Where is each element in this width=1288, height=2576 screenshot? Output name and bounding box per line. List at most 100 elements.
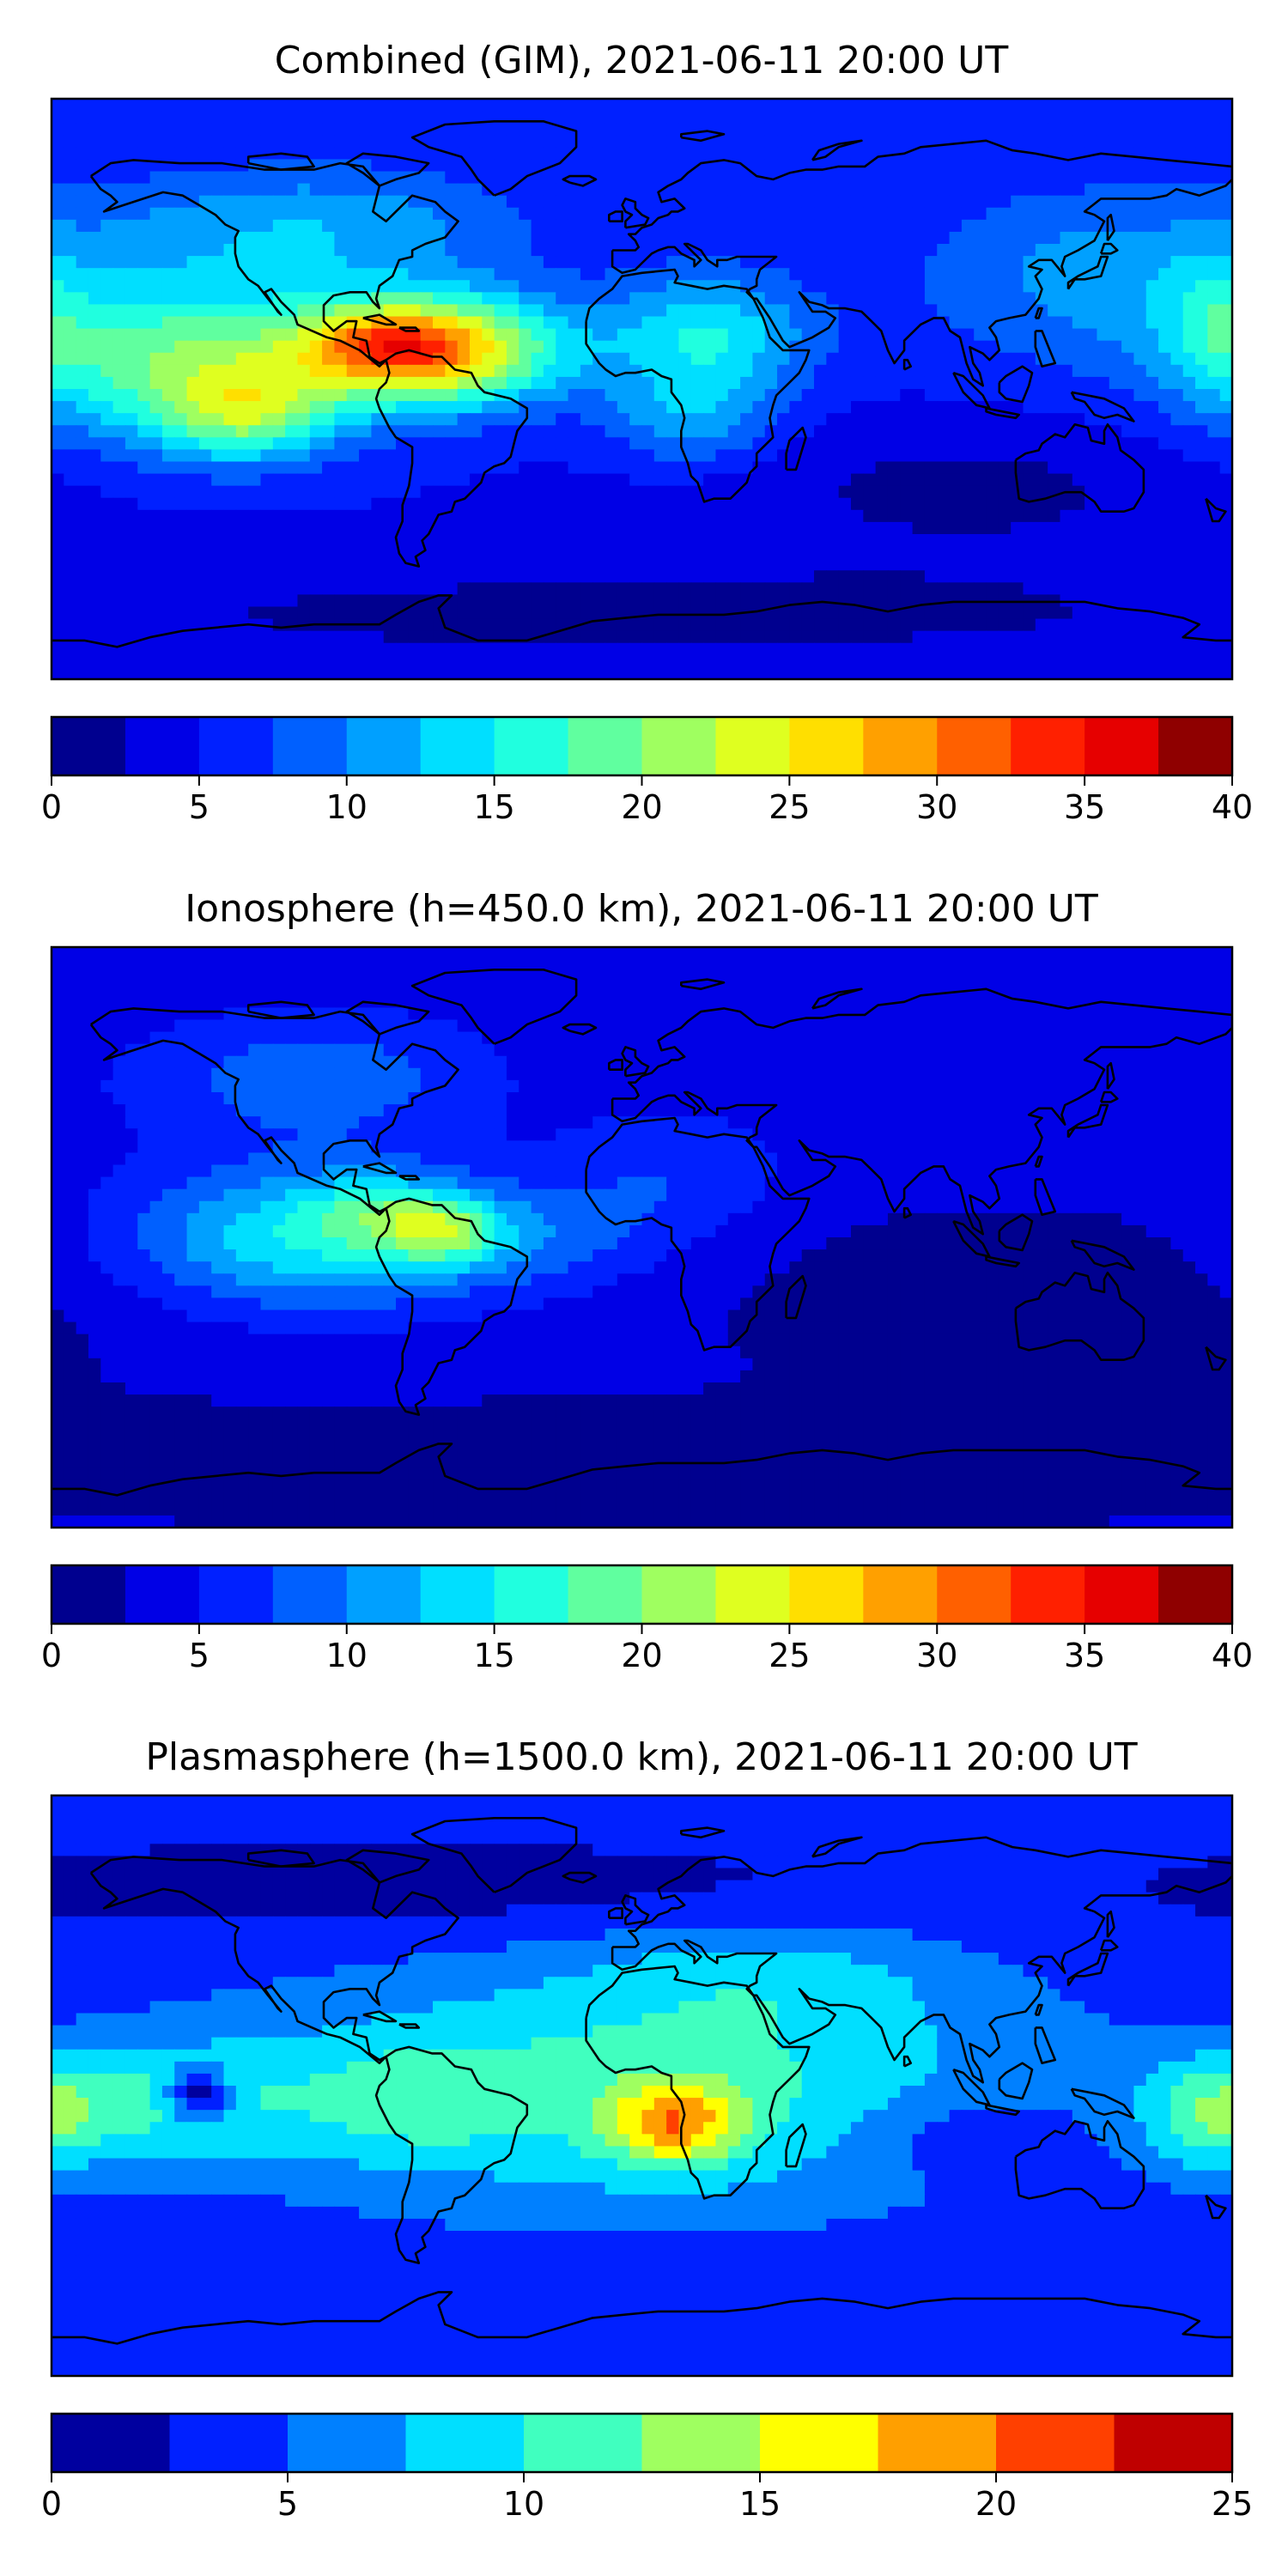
colorbar-tick-label: 25: [769, 788, 810, 826]
colorbar-tick-label: 0: [41, 2485, 62, 2523]
coastline-hispaniola: [398, 326, 421, 332]
colorbar-segment: [641, 717, 716, 775]
colorbar-tick-label: 5: [277, 2485, 298, 2523]
colorbar-segment: [641, 1565, 716, 1624]
panel-title: Combined (GIM), 2021-06-11 20:00 UT: [275, 39, 1009, 82]
coastline-cuba: [362, 1162, 398, 1175]
coastline-south-america: [374, 349, 529, 568]
coastline-novaya-zemlya: [811, 1836, 863, 1858]
coastline-novaya-zemlya: [811, 139, 863, 161]
coastline-eurasia: [611, 139, 1232, 387]
colorbar: 0 5 10 15 20 25 30 35 40: [41, 715, 1253, 826]
coastline-madagascar: [785, 2123, 807, 2168]
colorbar: 0 5 10 15 20 25: [41, 2412, 1253, 2523]
coastline-antarctica: [52, 2291, 1232, 2345]
coastline-borneo: [998, 365, 1034, 404]
coastline-greenland: [410, 120, 578, 197]
colorbar-segment: [878, 2414, 997, 2472]
colorbar-segment: [405, 2414, 525, 2472]
colorbar-segment: [937, 1565, 1012, 1624]
colorbar-segment: [789, 1565, 864, 1624]
colorbar-tick-label: 25: [769, 1637, 810, 1674]
coastline-madagascar: [785, 426, 807, 471]
coastline-borneo: [998, 2062, 1034, 2100]
colorbar-tick-label: 10: [326, 1637, 368, 1674]
coastline-hispaniola: [398, 1175, 421, 1181]
coastline-australia: [1014, 422, 1145, 513]
coastline-ireland: [607, 1907, 623, 1919]
map-field: [52, 99, 1232, 679]
colorbar-segment: [125, 717, 200, 775]
coastline-japan: [1066, 1103, 1109, 1139]
coastline-cuba: [362, 2010, 398, 2023]
colorbar-segment: [789, 717, 864, 775]
panel-plasmasphere: Plasmasphere (h=1500.0 km), 2021-06-11 2…: [41, 1735, 1253, 2523]
colorbar-segment: [52, 717, 126, 775]
coastline-victoria-island: [246, 1000, 315, 1019]
coastline-new-zealand: [1205, 1346, 1227, 1371]
coastline-south-america: [374, 2045, 529, 2264]
coastline-baffin: [345, 1849, 430, 1884]
coastline-sakhalin: [1106, 1061, 1115, 1090]
colorbar-segment: [715, 1565, 790, 1624]
coastline-australia: [1014, 2120, 1145, 2209]
coastline-new-zealand: [1205, 497, 1227, 523]
coastline-north-america: [89, 1007, 459, 1216]
coastline-new-zealand: [1205, 2194, 1227, 2220]
map-frame: [50, 1794, 1234, 2378]
coastline-java: [985, 1255, 1020, 1268]
coastline-outline: [52, 1817, 1232, 2345]
colorbar-segment: [1011, 1565, 1085, 1624]
colorbar-segment: [996, 2414, 1115, 2472]
colorbar-segment: [1114, 2414, 1233, 2472]
coastline-baffin: [345, 152, 430, 187]
coastline-svalbard: [679, 1826, 726, 1839]
colorbar-segment: [198, 1565, 274, 1624]
coastline-philippines: [1034, 1178, 1057, 1216]
coastline-great-britain: [621, 1894, 650, 1926]
coastline-australia: [1014, 1272, 1145, 1361]
coastline-philippines: [1034, 2026, 1057, 2064]
coastline-svalbard: [679, 978, 726, 991]
colorbar-tick-label: 30: [916, 1637, 957, 1674]
colorbar-segment: [641, 2414, 761, 2472]
colorbar-tick-label: 20: [621, 1637, 662, 1674]
colorbar: 0 5 10 15 20 25 30 35 40: [41, 1564, 1253, 1674]
coastline-java: [985, 407, 1020, 420]
colorbar-segment: [420, 717, 495, 775]
coastline-africa: [585, 1965, 811, 2200]
coastline-hokkaido: [1099, 1939, 1119, 1952]
coastline-antarctica: [52, 1443, 1232, 1497]
coastline-taiwan: [1034, 307, 1043, 319]
colorbar-segment: [568, 1565, 642, 1624]
coastline-svalbard: [679, 130, 726, 143]
coastline-cuba: [362, 313, 398, 326]
colorbar-tick-label: 10: [503, 2485, 544, 2523]
colorbar-segment: [1084, 1565, 1159, 1624]
coastline-greenland: [410, 1817, 578, 1893]
panel-title: Ionosphere (h=450.0 km), 2021-06-11 20:0…: [185, 887, 1098, 931]
coastline-novaya-zemlya: [811, 987, 863, 1010]
colorbar-frame: [50, 2412, 1234, 2474]
coastline-borneo: [998, 1213, 1034, 1252]
coastline-japan: [1066, 255, 1109, 290]
colorbar-segment: [863, 1565, 938, 1624]
colorbar-tick-label: 40: [1212, 788, 1253, 826]
colorbar-tick-label: 5: [189, 1637, 210, 1674]
coastline-sri-lanka: [902, 2055, 912, 2068]
colorbar-tick-label: 15: [473, 1637, 514, 1674]
coastline-ireland: [607, 1059, 623, 1071]
colorbar-tick-label: 35: [1064, 788, 1105, 826]
coastline-africa: [585, 1116, 811, 1352]
coastline-hispaniola: [398, 2023, 421, 2029]
colorbar-tick-label: 20: [621, 788, 662, 826]
coastline-eurasia: [611, 1836, 1232, 2084]
coastline-sakhalin: [1106, 213, 1115, 241]
colorbar-segment: [568, 717, 642, 775]
panel-ionosphere: Ionosphere (h=450.0 km), 2021-06-11 20:0…: [41, 887, 1253, 1674]
colorbar-tick-label: 0: [41, 788, 62, 826]
colorbar-segment: [494, 717, 569, 775]
colorbar-tick-label: 20: [975, 2485, 1017, 2523]
colorbar-tick-label: 25: [1212, 2485, 1253, 2523]
coastline-sri-lanka: [902, 358, 912, 371]
